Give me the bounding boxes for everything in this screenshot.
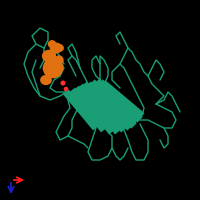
Ellipse shape (48, 41, 56, 47)
Ellipse shape (55, 56, 63, 64)
Ellipse shape (57, 45, 63, 51)
Circle shape (64, 87, 68, 91)
Circle shape (61, 81, 65, 85)
Ellipse shape (50, 43, 62, 53)
Ellipse shape (43, 50, 55, 62)
Ellipse shape (41, 76, 51, 84)
Ellipse shape (43, 58, 63, 78)
